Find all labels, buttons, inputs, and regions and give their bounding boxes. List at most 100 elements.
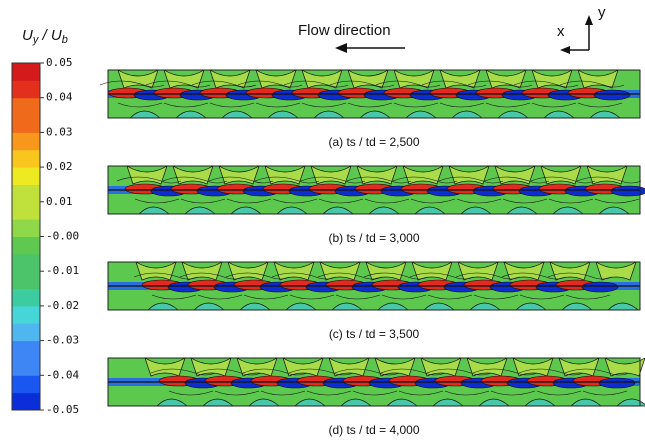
contour-line: [427, 294, 473, 300]
light-region: [531, 69, 573, 89]
contour-line: [518, 368, 584, 376]
light-region: [117, 69, 159, 89]
light-region: [393, 69, 435, 89]
contour-line: [150, 368, 216, 376]
contour-line: [438, 176, 504, 184]
colorbar: 0.05 0.04 0.03 0.02 0.01 -0.00 -0.01 -0.02 -0.03…: [11, 56, 79, 416]
contour-line: [421, 80, 487, 88]
light-region: [577, 69, 619, 89]
contour-line: [225, 272, 291, 280]
color-band: [12, 201, 40, 220]
contour-line: [409, 272, 475, 280]
light-region: [604, 357, 645, 377]
contour-line: [410, 198, 456, 204]
contour-line: [577, 102, 623, 108]
contour-line: [564, 368, 630, 376]
contour-line: [381, 294, 427, 300]
contour-line: [271, 272, 337, 280]
contour-line: [484, 176, 550, 184]
contour-line: [456, 198, 502, 204]
light-region: [301, 69, 343, 89]
contour-line: [168, 390, 214, 396]
contour-line: [254, 176, 320, 184]
contour-line: [300, 176, 366, 184]
light-region: [163, 69, 205, 89]
blue-cell: [593, 89, 631, 101]
panel-caption: (d) ts / td = 4,000: [328, 423, 419, 437]
color-band: [12, 253, 40, 272]
contour-line: [116, 176, 182, 184]
contour-line: [352, 390, 398, 396]
contour-line: [472, 368, 538, 376]
contour-line: [196, 368, 262, 376]
tick-label: 0.03: [46, 125, 73, 138]
tick-label: -0.00: [46, 230, 79, 243]
panel-frame: [107, 165, 641, 215]
contour-line: [439, 102, 485, 108]
contour-line: [208, 176, 274, 184]
tick-label: -0.04: [46, 368, 79, 381]
contour-line: [547, 272, 613, 280]
contour-line: [576, 176, 642, 184]
contour-line: [559, 80, 625, 88]
contour-line: [346, 176, 412, 184]
contour-line: [490, 390, 536, 396]
contour-panel: [107, 357, 645, 407]
colorbar-title: Uy / Ub: [22, 27, 68, 46]
contour-line: [288, 368, 354, 376]
contour-line: [485, 102, 531, 108]
contour-line: [502, 198, 548, 204]
contour-line: [329, 80, 395, 88]
contour-line: [289, 294, 335, 300]
contour-line: [364, 198, 410, 204]
tick-label: 0.01: [46, 195, 73, 208]
contour-line: [335, 294, 381, 300]
contour-line: [594, 198, 640, 204]
light-region: [209, 69, 251, 89]
contour-line: [214, 390, 260, 396]
color-band: [12, 167, 40, 185]
contour-line: [117, 102, 163, 108]
color-band: [12, 115, 40, 133]
color-band: [12, 392, 40, 411]
contour-line: [226, 198, 272, 204]
contour-line: [530, 176, 596, 184]
color-band: [12, 184, 40, 203]
x-label: x: [557, 23, 565, 40]
flow-arrow: [335, 43, 405, 53]
contour-line: [260, 390, 306, 396]
contour-line: [363, 272, 429, 280]
panel-caption: (a) ts / td = 2,500: [328, 135, 419, 149]
light-region: [347, 69, 389, 89]
color-band: [12, 288, 40, 307]
contour-line: [548, 198, 594, 204]
tick-label: -0.05: [46, 403, 79, 416]
contour-line: [565, 294, 611, 300]
light-region: [135, 261, 177, 281]
contour-line: [467, 80, 533, 88]
separator: /: [38, 27, 51, 44]
contour-line: [375, 80, 441, 88]
symbol: U: [51, 27, 62, 44]
contour-line: [209, 102, 255, 108]
contour-line: [162, 176, 228, 184]
color-band: [12, 219, 40, 237]
contour-line: [444, 390, 490, 396]
panel-frame: [107, 357, 641, 407]
contour-line: [151, 294, 197, 300]
contour-line: [237, 80, 303, 88]
tick-label: 0.02: [46, 160, 73, 173]
contour-line: [393, 102, 439, 108]
contour-panel: [107, 261, 641, 311]
color-band: [12, 97, 40, 116]
y-label: y: [598, 4, 606, 21]
color-band: [12, 132, 40, 151]
axis-glyph: [560, 15, 593, 54]
panel-frame: [107, 69, 641, 119]
contour-line: [473, 294, 519, 300]
contour-line: [272, 198, 318, 204]
contour-line: [536, 390, 582, 396]
contour-line: [133, 272, 199, 280]
contour-panel: [99, 69, 641, 119]
